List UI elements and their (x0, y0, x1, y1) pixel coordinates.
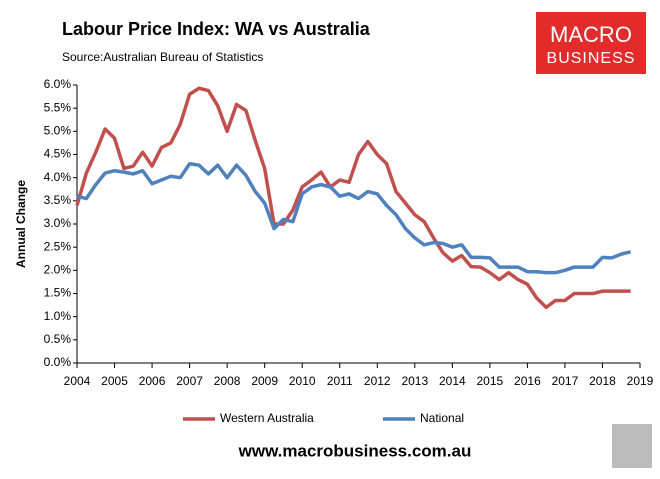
logo-box (536, 12, 646, 74)
series-line (76, 162, 632, 275)
y-tick-label: 3.5% (44, 193, 72, 207)
y-tick-label: 5.0% (44, 124, 72, 138)
logo-text: BUSINESS (547, 50, 636, 67)
y-tick-label: 1.5% (44, 286, 72, 300)
y-tick-label: 0.5% (44, 332, 72, 346)
x-tick-label: 2006 (139, 374, 166, 388)
legend-label: National (420, 411, 464, 425)
logo-text: MACRO (550, 22, 632, 47)
x-tick-label: 2010 (289, 374, 316, 388)
y-tick-label: 4.5% (44, 147, 72, 161)
x-tick-label: 2013 (401, 374, 428, 388)
y-tick-label: 0.0% (44, 355, 72, 369)
x-tick-label: 2014 (439, 374, 466, 388)
x-tick-label: 2018 (589, 374, 616, 388)
x-tick-label: 2019 (627, 374, 654, 388)
website: www.macrobusiness.com.au (238, 441, 472, 460)
wolf-icon (612, 424, 652, 468)
y-tick-label: 5.5% (44, 100, 72, 114)
x-tick-label: 2007 (176, 374, 203, 388)
y-tick-label: 2.0% (44, 263, 72, 277)
x-tick-label: 2008 (214, 374, 241, 388)
y-tick-label: 3.0% (44, 216, 72, 230)
x-tick-label: 2009 (251, 374, 278, 388)
y-tick-label: 2.5% (44, 239, 72, 253)
x-tick-label: 2011 (327, 374, 353, 388)
x-tick-label: 2012 (364, 374, 391, 388)
y-axis-label: Annual Change (14, 180, 28, 268)
chart-title: Labour Price Index: WA vs Australia (62, 19, 371, 39)
y-tick-label: 6.0% (44, 77, 72, 91)
x-tick-label: 2017 (552, 374, 579, 388)
y-tick-label: 4.0% (44, 170, 72, 184)
y-tick-label: 1.0% (44, 309, 72, 323)
legend-label: Western Australia (220, 411, 314, 425)
x-tick-label: 2016 (514, 374, 541, 388)
chart-subtitle: Source:Australian Bureau of Statistics (62, 50, 263, 64)
x-tick-label: 2004 (64, 374, 91, 388)
x-tick-label: 2015 (477, 374, 504, 388)
series-line (75, 86, 631, 310)
x-tick-label: 2005 (101, 374, 128, 388)
